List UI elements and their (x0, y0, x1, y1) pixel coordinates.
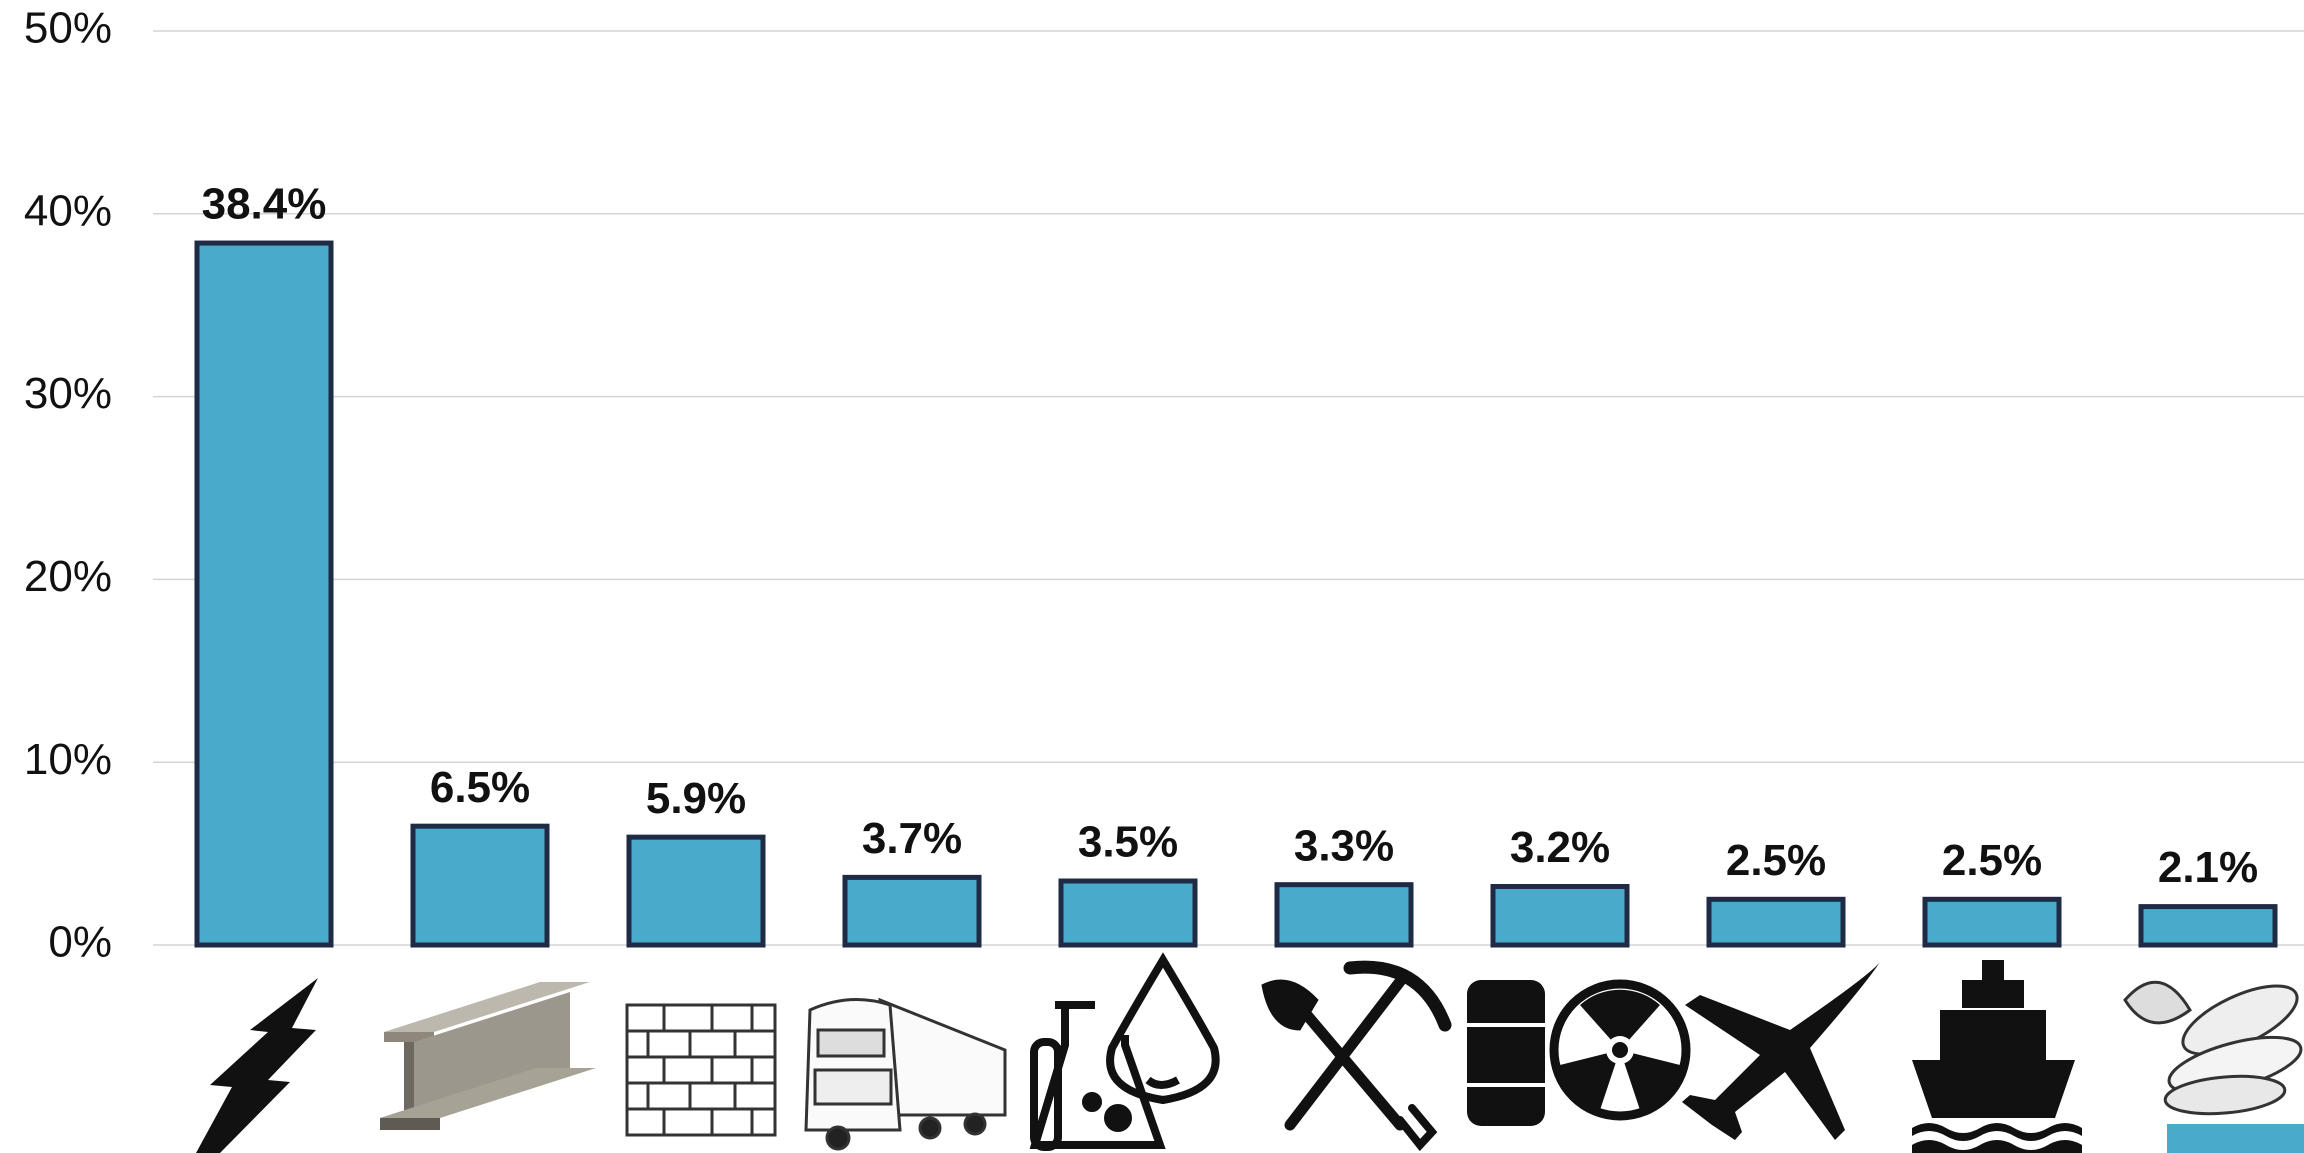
value-label: 3.3% (1294, 821, 1394, 870)
corner-badge (2167, 1124, 2304, 1153)
value-label: 2.1% (2158, 843, 2258, 892)
bar (1706, 896, 1846, 948)
bar (1922, 896, 2062, 948)
value-label: 3.7% (862, 814, 962, 863)
y-tick-label: 40% (24, 186, 112, 235)
y-tick-label: 20% (24, 552, 112, 601)
bar (1058, 878, 1198, 948)
icon-lightning (196, 978, 318, 1153)
category-icons (196, 952, 2304, 1153)
bar (1274, 882, 1414, 948)
y-tick-label: 30% (24, 369, 112, 418)
value-label: 2.5% (1726, 836, 1826, 885)
icon-energy (1467, 979, 1691, 1126)
value-label: 3.5% (1078, 818, 1178, 867)
icon-ship (1912, 960, 2082, 1153)
bar (626, 834, 766, 948)
y-tick-label: 10% (24, 735, 112, 784)
icon-corn (2123, 980, 2303, 1116)
bar (1490, 884, 1630, 948)
value-label: 6.5% (430, 763, 530, 812)
y-tick-label: 50% (24, 4, 112, 53)
icon-chemicals (1029, 952, 1220, 1151)
icon-beam (380, 982, 596, 1130)
bar (194, 240, 334, 948)
bar (842, 874, 982, 948)
bar (2138, 904, 2278, 948)
value-label: 38.4% (202, 180, 327, 229)
icon-truck (804, 997, 1007, 1151)
y-tick-label: 0% (48, 918, 112, 967)
value-label: 2.5% (1942, 836, 2042, 885)
icon-mining (1261, 960, 1452, 1152)
bar (410, 823, 550, 948)
value-label: 3.2% (1510, 823, 1610, 872)
icon-brick-wall (625, 1003, 777, 1137)
value-label: 5.9% (646, 774, 746, 823)
icon-plane (1682, 962, 1880, 1140)
